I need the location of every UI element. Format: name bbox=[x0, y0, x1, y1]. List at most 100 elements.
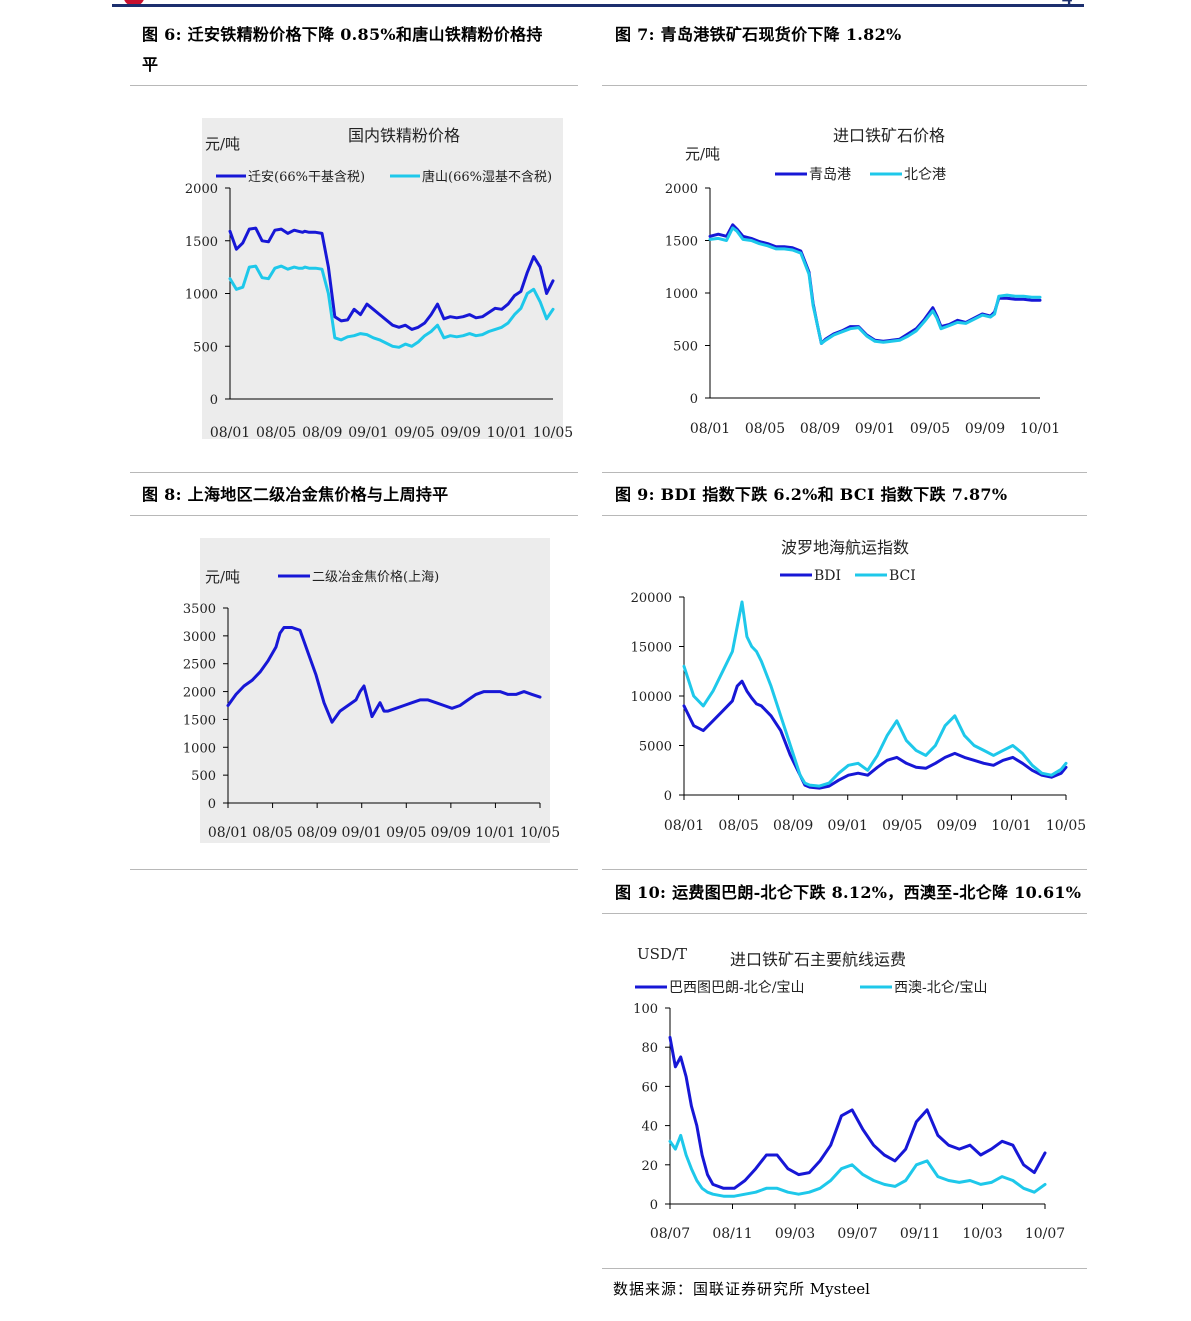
fig9-x-tick-label: 08/05 bbox=[718, 818, 758, 834]
fig7-x-tick-label: 08/09 bbox=[800, 421, 840, 437]
fig8-y-tick-label: 500 bbox=[191, 769, 216, 784]
figure-9-chart: 0 5000 10000 15000 20000 08/01 08/05 08/09 09/01… bbox=[631, 538, 1087, 834]
figure-9-caption-rule bbox=[602, 515, 1087, 516]
fig8-x-tick-label: 09/09 bbox=[431, 825, 471, 841]
figure-7-chart: 0 500 1000 1500 2000 08/01 08/05 08/09 09/01 09/0… bbox=[665, 126, 1060, 437]
fig7-y-tick-label: 0 bbox=[690, 392, 698, 407]
fig9-x-tick-label: 09/01 bbox=[828, 818, 868, 834]
figure-8-top-rule bbox=[130, 472, 578, 473]
fig10-x-tick-label: 08/11 bbox=[712, 1226, 752, 1242]
fig8-y-tick-label: 3500 bbox=[183, 602, 216, 617]
fig8-x-tick-label: 08/09 bbox=[297, 825, 337, 841]
fig7-x-tick-label: 10/01 bbox=[1020, 421, 1060, 437]
fig6-y-tick-label: 2000 bbox=[185, 182, 218, 197]
fig7-y-tick-label: 1500 bbox=[665, 235, 698, 250]
figure-6-caption: 图 6: 迁安铁精粉价格下降 0.85%和唐山铁精粉价格持 平 bbox=[142, 20, 578, 80]
fig6-y-tick-label: 0 bbox=[210, 393, 218, 408]
fig8-x-tick-label: 10/05 bbox=[520, 825, 560, 841]
fig7-legend-label-1: 青岛港 bbox=[809, 167, 851, 183]
fig6-x-tick-label: 08/05 bbox=[256, 425, 296, 441]
fig10-y-axis-label: USD/T bbox=[637, 945, 687, 963]
fig6-x-tick-label: 08/01 bbox=[210, 425, 250, 441]
data-source-prefix: 数据来源：国联证券研究所 bbox=[613, 1280, 806, 1298]
fig6-plot-background bbox=[202, 118, 563, 439]
fig9-series-1-line bbox=[682, 679, 1068, 790]
fig7-legend-label-2: 北仑港 bbox=[904, 167, 946, 183]
fig10-x-tick-label: 10/07 bbox=[1025, 1226, 1065, 1242]
page-number: 4 bbox=[1062, 0, 1072, 9]
figure-6-caption-line2: 平 bbox=[142, 55, 159, 74]
figure-8-caption-rule bbox=[130, 515, 578, 516]
fig9-x-tick-label: 08/09 bbox=[773, 818, 813, 834]
fig6-x-tick-label: 09/09 bbox=[441, 425, 481, 441]
fig7-x-tick-label: 09/09 bbox=[965, 421, 1005, 437]
data-source-suffix: Mysteel bbox=[809, 1280, 870, 1298]
figure-9-top-rule bbox=[602, 472, 1087, 473]
fig6-legend-label-2: 唐山(66%湿基不含税) bbox=[422, 169, 552, 185]
fig8-y-tick-label: 2500 bbox=[183, 658, 216, 673]
fig7-y-tick-label: 1000 bbox=[665, 287, 698, 302]
fig8-y-tick-label: 1000 bbox=[183, 741, 216, 756]
fig10-legend-label-1: 巴西图巴朗-北仑/宝山 bbox=[669, 980, 804, 996]
fig6-y-tick-label: 1500 bbox=[185, 235, 218, 250]
fig6-legend-label-1: 迁安(66%干基含税) bbox=[248, 169, 365, 185]
figure-10-caption: 图 10: 运费图巴朗-北仑下跌 8.12%，西澳至-北仑降 10.61% bbox=[615, 883, 1082, 902]
figure-10-chart: 0 20 40 60 80 100 08/07 08/11 09/03 09/07 09/11 10/… bbox=[633, 945, 1065, 1242]
fig6-x-tick-label: 08/09 bbox=[302, 425, 342, 441]
fig7-title: 进口铁矿石价格 bbox=[833, 126, 945, 145]
fig10-x-tick-label: 09/03 bbox=[775, 1226, 815, 1242]
fig10-y-tick-label: 80 bbox=[641, 1041, 658, 1056]
fig10-y-tick-label: 0 bbox=[650, 1198, 658, 1213]
fig10-series-1-line bbox=[668, 1035, 1047, 1190]
fig9-y-tick-label: 15000 bbox=[631, 641, 672, 656]
fig9-title: 波罗地海航运指数 bbox=[781, 538, 909, 557]
fig6-x-tick-label: 10/01 bbox=[487, 425, 527, 441]
fig10-series-2-line bbox=[668, 1133, 1047, 1198]
fig9-x-tick-label: 09/05 bbox=[882, 818, 922, 834]
fig10-y-tick-label: 20 bbox=[641, 1159, 658, 1174]
fig6-title: 国内铁精粉价格 bbox=[348, 126, 460, 145]
figure-6-caption-line1: 图 6: 迁安铁精粉价格下降 0.85%和唐山铁精粉价格持 bbox=[142, 25, 543, 44]
fig9-y-tick-label: 0 bbox=[664, 789, 672, 804]
fig8-series-1-line bbox=[226, 626, 542, 724]
fig8-y-tick-label: 0 bbox=[208, 797, 216, 812]
fig10-title: 进口铁矿石主要航线运费 bbox=[730, 950, 906, 969]
fig9-legend-label-1: BDI bbox=[814, 568, 841, 584]
figure-7-caption-rule bbox=[602, 85, 1087, 86]
fig8-legend-label-1: 二级冶金焦价格(上海) bbox=[312, 569, 439, 585]
figure-9-caption: 图 9: BDI 指数下跌 6.2%和 BCI 指数下跌 7.87% bbox=[615, 485, 1008, 504]
figure-10-caption-rule bbox=[602, 913, 1087, 914]
fig9-x-tick-label: 10/01 bbox=[991, 818, 1031, 834]
fig7-y-tick-label: 500 bbox=[673, 340, 698, 355]
left-column-bottom-rule bbox=[130, 869, 578, 870]
fig10-legend-label-2: 西澳-北仑/宝山 bbox=[894, 980, 987, 996]
fig10-y-tick-label: 100 bbox=[633, 1002, 658, 1017]
fig9-x-tick-label: 10/05 bbox=[1046, 818, 1086, 834]
figure-8-chart: 0 500 1000 1500 2000 2500 3000 3500 08/01 08/05 08… bbox=[183, 538, 560, 843]
fig7-y-tick-label: 2000 bbox=[665, 182, 698, 197]
figure-6-chart: 0 500 1000 1500 2000 08/01 08/05 08/09 09/01 09/0… bbox=[185, 118, 573, 441]
fig6-series-1-line bbox=[228, 226, 555, 331]
fig8-x-tick-label: 08/01 bbox=[208, 825, 248, 841]
fig6-x-tick-label: 10/05 bbox=[533, 425, 573, 441]
fig9-y-tick-label: 5000 bbox=[639, 740, 672, 755]
fig10-y-tick-label: 60 bbox=[641, 1080, 658, 1095]
fig10-x-tick-label: 09/11 bbox=[900, 1226, 940, 1242]
fig9-x-tick-label: 09/09 bbox=[937, 818, 977, 834]
fig9-series-2-line bbox=[682, 600, 1068, 788]
fig10-x-tick-label: 08/07 bbox=[650, 1226, 690, 1242]
fig7-x-tick-label: 08/05 bbox=[745, 421, 785, 437]
fig9-legend-label-2: BCI bbox=[889, 568, 916, 584]
figure-8-caption: 图 8: 上海地区二级冶金焦价格与上周持平 bbox=[142, 485, 449, 504]
fig6-series-2-line bbox=[228, 264, 555, 349]
fig6-y-axis-label: 元/吨 bbox=[205, 135, 240, 153]
fig7-y-axis-label: 元/吨 bbox=[685, 145, 720, 163]
fig6-y-tick-label: 1000 bbox=[185, 288, 218, 303]
source-top-rule bbox=[602, 1268, 1087, 1269]
fig8-x-tick-label: 10/01 bbox=[475, 825, 515, 841]
fig9-y-tick-label: 20000 bbox=[631, 591, 672, 606]
fig8-y-tick-label: 3000 bbox=[183, 630, 216, 645]
figure-10-top-rule bbox=[602, 869, 1087, 870]
fig9-y-tick-label: 10000 bbox=[631, 690, 672, 705]
fig7-x-tick-label: 09/01 bbox=[855, 421, 895, 437]
